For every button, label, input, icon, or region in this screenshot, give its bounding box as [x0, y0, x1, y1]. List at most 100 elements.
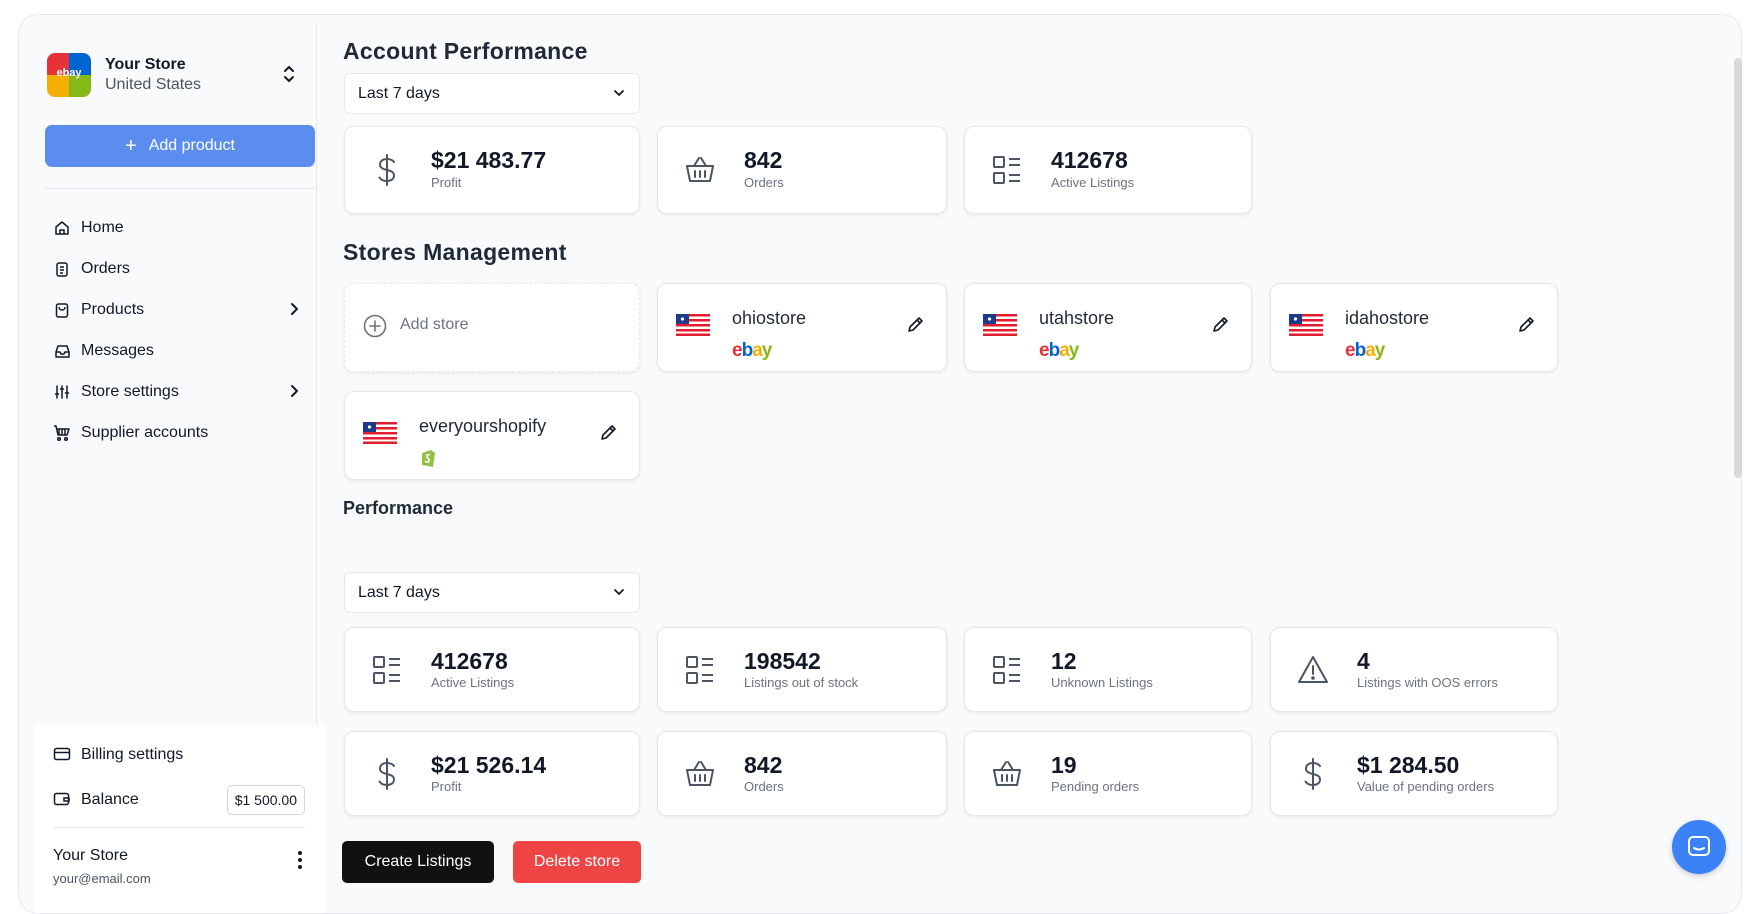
us-flag-icon — [1289, 314, 1323, 336]
sidebar-item-label: Orders — [81, 259, 130, 277]
dollar-icon — [378, 757, 396, 790]
account-period-select[interactable]: Last 7 days — [344, 73, 640, 114]
user-name: Your Store — [53, 847, 129, 864]
stat-value: 198542 — [744, 648, 821, 674]
us-flag-icon — [676, 314, 710, 336]
stat-card-active-listings: 412678 Active Listings — [964, 126, 1252, 214]
sidebar-item-label: Home — [81, 218, 124, 236]
stat-value: 12 — [1051, 648, 1077, 674]
balance-value: $1 500.00 — [226, 785, 305, 815]
performance-period-select[interactable]: Last 7 days — [344, 572, 640, 613]
list-icon — [993, 655, 1020, 684]
sidebar-item-orders[interactable]: Orders — [45, 248, 315, 289]
create-listings-button[interactable]: Create Listings — [342, 841, 494, 883]
sidebar-item-label: Products — [81, 300, 145, 318]
ebay-logo: ebay — [1039, 340, 1079, 361]
performance-period-value: Last 7 days — [358, 583, 440, 601]
divider — [45, 188, 315, 189]
stat-card-pending-orders: 19 Pending orders — [964, 731, 1252, 816]
pencil-icon[interactable] — [1517, 314, 1537, 334]
stat-label: Pending orders — [1051, 779, 1140, 794]
basket-icon — [686, 157, 714, 182]
balance-row: Balance $1 500.00 — [53, 785, 305, 815]
stat-value: 4 — [1357, 648, 1370, 674]
store-logo-text: ebay — [56, 67, 82, 79]
store-switcher[interactable]: ebay Your Store United States — [47, 51, 297, 99]
sidebar-item-home[interactable]: Home — [45, 207, 315, 248]
stat-value: 412678 — [431, 648, 508, 674]
shopify-logo — [422, 450, 435, 467]
stat-label: Listings with OOS errors — [1357, 675, 1498, 690]
stat-card-pending-orders-value: $1 284.50 Value of pending orders — [1270, 731, 1558, 816]
more-vertical-icon[interactable] — [294, 849, 306, 871]
stat-card-orders: 842 Orders — [657, 731, 947, 816]
chevron-right-icon[interactable] — [287, 301, 301, 317]
stat-value: $21 483.77 — [431, 147, 547, 173]
sidebar-item-label: Supplier accounts — [81, 423, 209, 441]
stat-label: Profit — [431, 175, 462, 190]
stat-value: 19 — [1051, 752, 1077, 778]
store-name: idahostore — [1345, 308, 1430, 328]
plus-icon: + — [125, 134, 137, 157]
add-store-label: Add store — [400, 316, 469, 333]
bag-icon — [53, 301, 71, 319]
sidebar: ebay Your Store United States + Add prod… — [27, 23, 325, 913]
add-store-card[interactable]: Add store — [344, 283, 640, 372]
cart-icon — [53, 424, 71, 442]
store-card-utahstore[interactable]: utahstore ebay — [964, 283, 1252, 372]
stat-label: Active Listings — [431, 675, 515, 690]
account-period-value: Last 7 days — [358, 84, 440, 102]
stat-label: Unknown Listings — [1051, 675, 1153, 690]
sidebar-item-products[interactable]: Products — [45, 289, 315, 330]
stat-label: Orders — [744, 175, 784, 190]
store-card-everyourshopify[interactable]: everyourshopify — [344, 391, 640, 480]
sidebar-item-messages[interactable]: Messages — [45, 330, 315, 371]
stat-card-orders: 842 Orders — [657, 126, 947, 214]
chevron-up-down-icon[interactable] — [281, 63, 297, 85]
store-logo: ebay — [47, 53, 91, 97]
chat-button[interactable] — [1672, 820, 1726, 874]
store-card-ohiostore[interactable]: ohiostore ebay — [657, 283, 947, 372]
chevron-down-icon — [614, 90, 624, 96]
delete-store-button[interactable]: Delete store — [513, 841, 641, 883]
stat-label: Active Listings — [1051, 175, 1135, 190]
us-flag-icon — [363, 422, 397, 444]
wallet-icon — [53, 791, 73, 809]
app-window: ebay Your Store United States + Add prod… — [18, 14, 1742, 914]
sidebar-item-supplier-accounts[interactable]: Supplier accounts — [45, 412, 315, 453]
stat-value: 842 — [744, 752, 783, 778]
store-name: ohiostore — [732, 308, 807, 328]
dollar-icon — [1304, 757, 1322, 790]
chevron-down-icon — [614, 589, 624, 595]
user-email: your@email.com — [53, 871, 151, 886]
sidebar-item-label: Store settings — [81, 382, 179, 400]
sidebar-item-store-settings[interactable]: Store settings — [45, 371, 315, 412]
account-performance-title: Account Performance — [343, 38, 588, 64]
stat-card-listings-out-of-stock: 198542 Listings out of stock — [657, 627, 947, 712]
us-flag-icon — [983, 314, 1017, 336]
balance-label: Balance — [81, 791, 139, 808]
chevron-right-icon[interactable] — [287, 383, 301, 399]
add-product-label: Add product — [148, 137, 235, 154]
list-icon — [686, 655, 713, 684]
pencil-icon[interactable] — [599, 422, 619, 442]
scrollbar[interactable] — [1734, 58, 1742, 478]
billing-settings-link[interactable]: Billing settings — [53, 743, 183, 767]
chat-icon — [1688, 836, 1710, 856]
basket-icon — [686, 760, 714, 786]
store-card-idahostore[interactable]: idahostore ebay — [1270, 283, 1558, 372]
home-icon — [53, 219, 71, 237]
stat-label: Orders — [744, 779, 784, 794]
billing-settings-label: Billing settings — [81, 746, 184, 763]
divider — [53, 827, 305, 828]
stat-card-profit: $21 483.77 Profit — [344, 126, 640, 214]
stat-card-profit: $21 526.14 Profit — [344, 731, 640, 816]
pencil-icon[interactable] — [1211, 314, 1231, 334]
ebay-logo: ebay — [732, 340, 772, 361]
store-name: Your Store — [105, 56, 186, 73]
main-content: Account Performance Last 7 days $21 483.… — [317, 15, 1741, 913]
stat-label: Value of pending orders — [1357, 779, 1495, 794]
store-country: United States — [105, 76, 202, 93]
pencil-icon[interactable] — [906, 314, 926, 334]
add-product-button[interactable]: + Add product — [45, 125, 315, 167]
